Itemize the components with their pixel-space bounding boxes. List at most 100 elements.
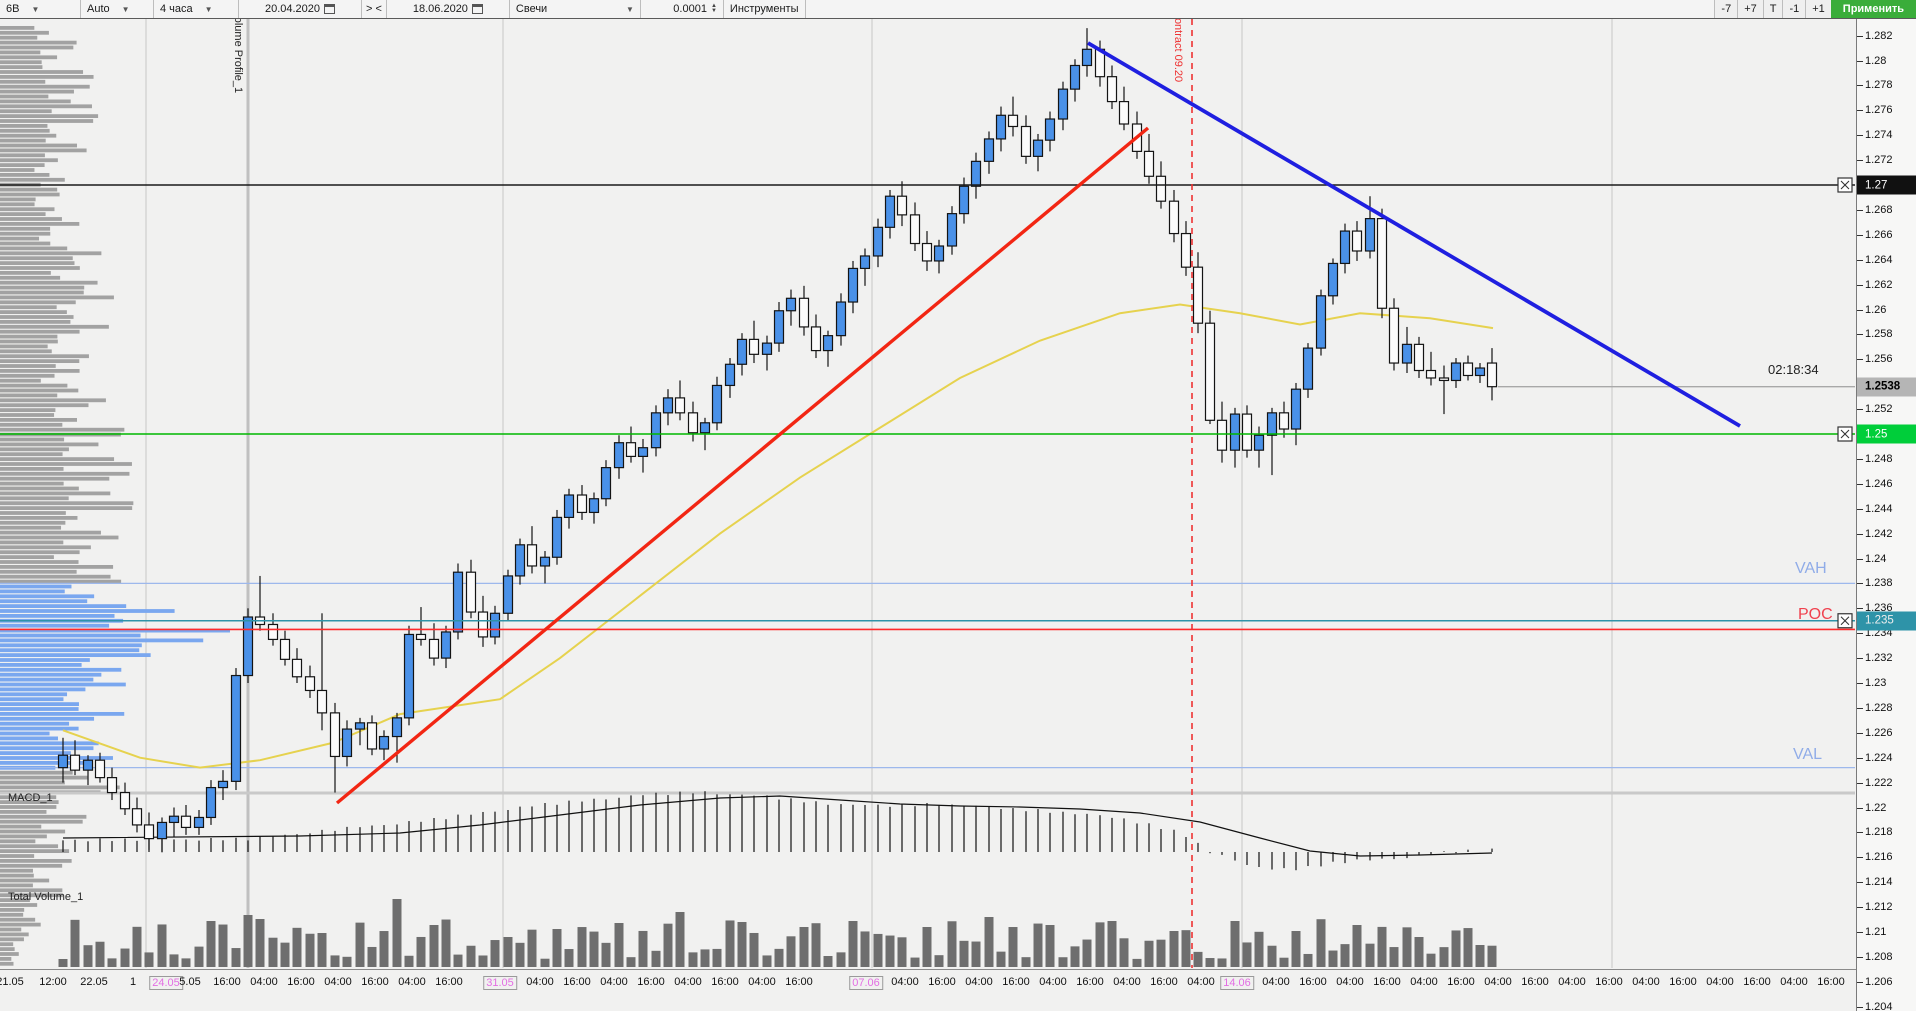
candle-up[interactable]: [1290, 388, 1302, 430]
candle-up[interactable]: [1069, 64, 1081, 90]
blue-trendline[interactable]: [1087, 41, 1741, 428]
candle-up[interactable]: [403, 633, 415, 719]
candle-down[interactable]: [1278, 412, 1290, 430]
candle-up[interactable]: [205, 786, 217, 819]
total-volume-indicator-label[interactable]: Total Volume_1: [8, 891, 84, 903]
candle-up[interactable]: [341, 728, 353, 758]
candle-down[interactable]: [291, 658, 303, 678]
instruments-button[interactable]: Инструменты: [723, 0, 806, 18]
candle-down[interactable]: [1216, 419, 1228, 451]
candle-up[interactable]: [1057, 88, 1069, 120]
candle-up[interactable]: [502, 575, 514, 614]
candle-up[interactable]: [785, 297, 797, 312]
calendar-icon[interactable]: [471, 4, 483, 14]
candle-up[interactable]: [958, 185, 970, 215]
candle-up[interactable]: [859, 255, 871, 270]
macd-indicator-label[interactable]: MACD_1: [8, 792, 53, 804]
symbol-select[interactable]: 6B ▼: [0, 0, 81, 18]
candle-up[interactable]: [600, 467, 612, 500]
candle-up[interactable]: [884, 195, 896, 228]
candle-up[interactable]: [736, 338, 748, 365]
range-shift-buttons[interactable]: > <: [362, 0, 387, 18]
candle-up[interactable]: [872, 226, 884, 257]
candle-down[interactable]: [94, 759, 106, 779]
candle-up[interactable]: [217, 780, 229, 789]
candle-down[interactable]: [143, 824, 155, 840]
candle-down[interactable]: [1143, 150, 1155, 177]
candle-up[interactable]: [724, 363, 736, 387]
candle-down[interactable]: [428, 638, 440, 659]
candle-down[interactable]: [1241, 413, 1253, 451]
candle-up[interactable]: [983, 138, 995, 162]
minus7-button[interactable]: -7: [1714, 0, 1738, 18]
candle-up[interactable]: [1081, 48, 1093, 67]
candle-up[interactable]: [773, 310, 785, 344]
candle-up[interactable]: [514, 544, 526, 577]
candle-down[interactable]: [304, 676, 316, 692]
volume-profile-indicator-label[interactable]: Volume Profile_1: [232, 10, 244, 94]
candle-down[interactable]: [465, 571, 477, 613]
candle-down[interactable]: [267, 623, 279, 641]
date-from-input[interactable]: 20.04.2020: [239, 0, 362, 18]
spinner-icon[interactable]: ▲ ▼: [710, 3, 717, 14]
candle-up[interactable]: [489, 612, 501, 638]
candle-down[interactable]: [674, 397, 686, 414]
candle-down[interactable]: [921, 242, 933, 262]
apply-button[interactable]: Применить: [1830, 0, 1916, 18]
candle-down[interactable]: [1376, 218, 1388, 309]
calendar-icon[interactable]: [324, 4, 336, 14]
candle-down[interactable]: [106, 777, 118, 794]
candle-down[interactable]: [1413, 343, 1425, 372]
candle-up[interactable]: [1044, 118, 1056, 141]
candle-down[interactable]: [1204, 322, 1216, 421]
candle-up[interactable]: [847, 267, 859, 303]
candle-up[interactable]: [82, 759, 94, 771]
red-trendline[interactable]: [335, 126, 1150, 805]
candle-up[interactable]: [933, 245, 945, 262]
candle-down[interactable]: [180, 815, 192, 829]
candle-down[interactable]: [1118, 100, 1130, 125]
candle-down[interactable]: [896, 195, 908, 216]
chart-type-select[interactable]: Свечи ▼: [509, 0, 641, 18]
plus1-button[interactable]: +1: [1805, 0, 1831, 18]
t-button[interactable]: T: [1762, 0, 1783, 18]
candle-up[interactable]: [563, 494, 575, 519]
candle-up[interactable]: [995, 114, 1007, 140]
candle-up[interactable]: [1302, 347, 1314, 390]
candle-down[interactable]: [526, 544, 538, 567]
candle-up[interactable]: [391, 717, 403, 738]
candle-down[interactable]: [329, 712, 341, 758]
price-axis[interactable]: 1.282 1.28 1.278 1.276 1.274 1.272 1.27 1.268 1.…: [1856, 18, 1916, 1011]
candle-down[interactable]: [1020, 125, 1032, 157]
candle-down[interactable]: [1351, 230, 1363, 252]
candle-up[interactable]: [946, 213, 958, 247]
candle-down[interactable]: [1462, 362, 1474, 377]
candle-up[interactable]: [551, 516, 563, 558]
candle-up[interactable]: [452, 571, 464, 633]
candle-up[interactable]: [970, 160, 982, 187]
candle-up[interactable]: [1327, 262, 1339, 297]
candle-down[interactable]: [119, 791, 131, 810]
candle-up[interactable]: [242, 616, 254, 677]
candle-down[interactable]: [1168, 200, 1180, 235]
candle-down[interactable]: [131, 808, 143, 826]
tick-size-input[interactable]: 0.0001 ▲ ▼: [640, 0, 724, 18]
candle-down[interactable]: [748, 338, 760, 355]
plus7-button[interactable]: +7: [1737, 0, 1763, 18]
chart-plot-area[interactable]: [0, 18, 1856, 1011]
candle-down[interactable]: [909, 214, 921, 245]
candle-up[interactable]: [588, 498, 600, 514]
candle-up[interactable]: [230, 674, 242, 782]
candle-down[interactable]: [316, 689, 328, 714]
candle-down[interactable]: [1155, 175, 1167, 202]
candle-down[interactable]: [1007, 114, 1019, 128]
candle-down[interactable]: [1438, 377, 1450, 382]
candle-up[interactable]: [1315, 295, 1327, 349]
candle-up[interactable]: [57, 754, 69, 769]
candle-up[interactable]: [1339, 230, 1351, 265]
candle-up[interactable]: [168, 815, 180, 824]
candle-up[interactable]: [378, 735, 390, 750]
time-axis[interactable]: 21.05 12:00 22.05 1 24.055.05 16:00 04:00 16:00…: [0, 969, 1856, 1011]
date-to-input[interactable]: 18.06.2020: [386, 0, 510, 18]
candle-up[interactable]: [156, 821, 168, 840]
